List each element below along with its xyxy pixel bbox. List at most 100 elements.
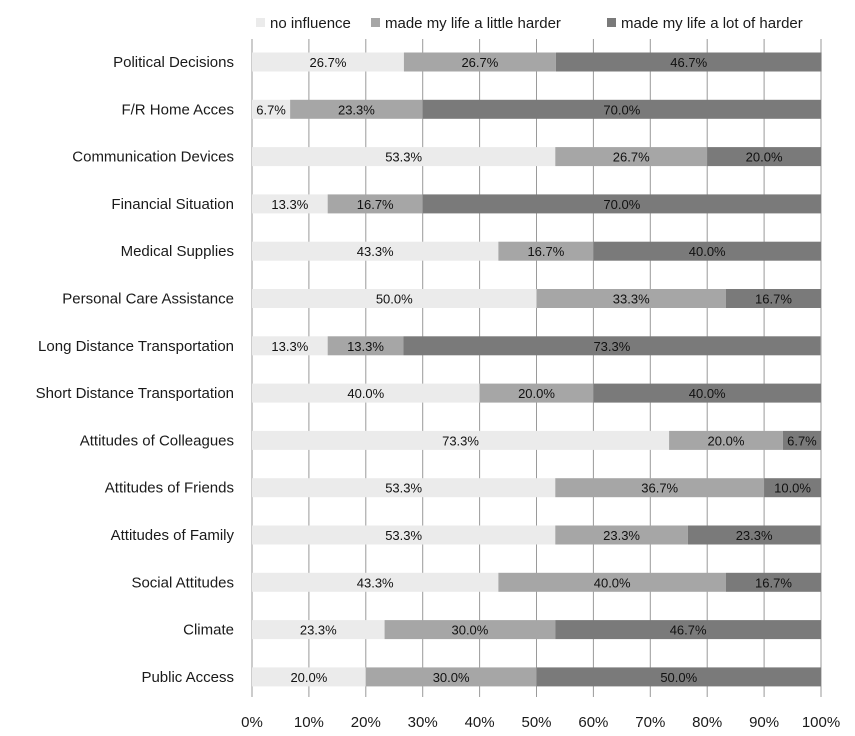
x-tick-label: 10% <box>294 714 324 731</box>
data-label: 43.3% <box>357 575 394 590</box>
data-label: 73.3% <box>593 339 630 354</box>
x-tick-label: 0% <box>241 714 263 731</box>
bar-segment <box>252 99 291 119</box>
bar-segment <box>669 430 783 450</box>
category-label: Medical Supplies <box>121 243 234 260</box>
bar-segment <box>252 336 328 356</box>
data-label: 46.7% <box>670 55 707 70</box>
x-tick-label: 80% <box>692 714 722 731</box>
x-tick-label: 40% <box>465 714 495 731</box>
legend-swatch <box>607 18 616 27</box>
bar-segment <box>555 620 821 640</box>
bar-segment <box>403 336 821 356</box>
bar-segment <box>479 383 594 403</box>
data-label: 40.0% <box>347 386 384 401</box>
data-label: 40.0% <box>689 386 726 401</box>
bar-segment <box>707 147 821 167</box>
data-label: 26.7% <box>613 150 650 165</box>
bar-segment <box>555 147 708 167</box>
data-label: 6.7% <box>787 433 817 448</box>
bars <box>252 52 822 687</box>
category-label: Attitudes of Friends <box>105 480 234 497</box>
x-tick-label: 60% <box>578 714 608 731</box>
data-label: 16.7% <box>755 292 792 307</box>
data-label: 50.0% <box>376 292 413 307</box>
legend-swatch <box>256 18 265 27</box>
gridlines <box>251 39 822 697</box>
bar-segment <box>555 525 688 545</box>
category-label: Social Attitudes <box>131 574 234 591</box>
bar-segment <box>422 99 821 119</box>
bar-segment <box>687 525 821 545</box>
data-label: 16.7% <box>755 575 792 590</box>
bar-segment <box>764 478 821 498</box>
x-tick-label: 20% <box>351 714 381 731</box>
data-labels: 26.7% 26.7% 46.7% 6.7% 23.3% 70.0% 53.3% 26.7% 2… <box>256 55 817 685</box>
category-label: Climate <box>183 622 234 639</box>
bar-segment <box>252 430 670 450</box>
data-label: 46.7% <box>670 623 707 638</box>
bar-segment <box>252 667 366 687</box>
data-label: 40.0% <box>689 244 726 259</box>
bar-segment <box>536 289 726 308</box>
data-label: 43.3% <box>357 244 394 259</box>
data-label: 13.3% <box>347 339 384 354</box>
bar-segment <box>555 52 822 72</box>
category-labels: Political Decisions F/R Home Acces Communi… <box>36 54 235 686</box>
data-label: 36.7% <box>641 481 678 496</box>
bar-segment <box>593 383 821 403</box>
data-label: 20.0% <box>290 670 327 685</box>
category-label: Political Decisions <box>113 54 234 71</box>
data-label: 20.0% <box>708 433 745 448</box>
data-label: 70.0% <box>603 197 640 212</box>
data-label: 40.0% <box>594 575 631 590</box>
legend-swatch <box>371 18 380 27</box>
bar-segment <box>498 241 594 261</box>
bar-segment <box>252 478 556 498</box>
x-tick-label: 70% <box>635 714 665 731</box>
data-label: 53.3% <box>385 481 422 496</box>
bar-segment <box>593 241 821 261</box>
data-label: 13.3% <box>271 339 308 354</box>
bar-segment <box>327 336 404 356</box>
legend: no influence made my life a little harder… <box>256 15 803 32</box>
bar-segment <box>327 194 423 214</box>
data-label: 20.0% <box>518 386 555 401</box>
legend-label: made my life a lot of harder <box>621 15 803 32</box>
category-label: Communication Devices <box>72 149 234 166</box>
category-label: Personal Care Assistance <box>62 291 234 308</box>
data-label: 23.3% <box>736 528 773 543</box>
category-label: Attitudes of Colleagues <box>80 432 234 449</box>
bar-segment <box>252 241 499 261</box>
data-label: 23.3% <box>300 623 337 638</box>
bar-segment <box>252 52 404 72</box>
data-label: 16.7% <box>357 197 394 212</box>
x-tick-label: 50% <box>521 714 551 731</box>
legend-label: no influence <box>270 15 351 32</box>
data-label: 13.3% <box>271 197 308 212</box>
x-tick-label: 30% <box>408 714 438 731</box>
bar-segment <box>384 620 556 640</box>
data-label: 26.7% <box>310 55 347 70</box>
category-label: F/R Home Acces <box>121 101 234 118</box>
data-label: 20.0% <box>746 150 783 165</box>
category-label: Long Distance Transportation <box>38 338 234 355</box>
bar-segment <box>252 194 328 214</box>
category-label: Public Access <box>141 669 234 686</box>
bar-segment <box>252 620 385 640</box>
data-label: 70.0% <box>603 102 640 117</box>
bar-segment <box>403 52 556 72</box>
bar-segment <box>365 667 537 687</box>
bar-segment <box>252 289 537 308</box>
bar-segment <box>252 383 480 403</box>
data-label: 16.7% <box>527 244 564 259</box>
data-label: 30.0% <box>451 623 488 638</box>
data-label: 50.0% <box>660 670 697 685</box>
bar-segment <box>725 572 821 592</box>
data-label: 6.7% <box>256 102 286 117</box>
data-label: 30.0% <box>433 670 470 685</box>
bar-segment <box>725 289 821 308</box>
x-tick-label: 90% <box>749 714 779 731</box>
data-label: 53.3% <box>385 528 422 543</box>
